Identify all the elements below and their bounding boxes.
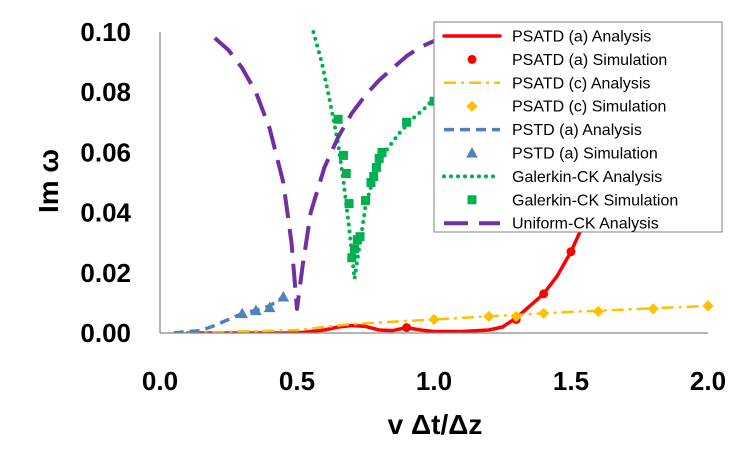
legend-swatch-psatd-a-simulation (467, 54, 477, 64)
data-point-psatd-c-simulation (510, 310, 522, 323)
legend-label-psatd-c-simulation: PSATD (c) Simulation (512, 99, 666, 116)
x-tick-label: 0.0 (142, 366, 178, 396)
x-tick-label: 0.5 (279, 366, 315, 396)
series-line-uniform-ck-analysis (213, 36, 435, 311)
axes-layer (159, 32, 708, 334)
x-axis-title: v Δt/Δz (388, 409, 483, 440)
data-point-pstd-a-simulation (250, 304, 262, 316)
legend-label-galerkin-ck-analysis: Galerkin-CK Analysis (512, 169, 662, 186)
data-point-pstd-a-simulation (236, 307, 249, 319)
legend-label-psatd-a-simulation: PSATD (a) Simulation (512, 52, 667, 69)
data-point-pstd-a-simulation (277, 291, 290, 302)
series-line-psatd-c-analysis (187, 304, 709, 333)
series-uniform-ck-analysis (213, 36, 435, 311)
y-tick-label: 0.08 (80, 77, 131, 107)
legend-swatch-pstd-a-simulation (466, 147, 478, 158)
y-tick-label: 0.02 (80, 258, 131, 288)
y-tick-label: 0.06 (80, 137, 131, 167)
legend-entry-psatd-c-simulation: PSATD (c) Simulation (466, 99, 666, 116)
data-point-galerkin-ck-simulation (350, 244, 360, 254)
y-tick-label: 0.00 (80, 318, 131, 348)
data-point-galerkin-ck-simulation (402, 117, 412, 127)
legend-label-psatd-a-analysis: PSATD (a) Analysis (512, 29, 651, 46)
series-psatd-c-analysis (187, 304, 709, 333)
data-point-psatd-a-simulation (402, 323, 412, 333)
data-point-psatd-c-simulation (537, 307, 550, 320)
data-point-galerkin-ck-simulation (377, 147, 387, 157)
y-tick-label: 0.10 (80, 17, 131, 47)
data-point-psatd-c-simulation (647, 303, 659, 315)
data-point-psatd-a-simulation (539, 289, 549, 299)
legend-entry-psatd-c-analysis: PSATD (c) Analysis (444, 75, 650, 92)
legend-items: PSATD (a) Analysis PSATD (a) Simulation PS… (442, 29, 678, 233)
y-tick-label: 0.04 (80, 198, 131, 228)
data-point-galerkin-ck-simulation (369, 171, 379, 181)
data-point-galerkin-ck-simulation (361, 196, 370, 206)
data-point-psatd-c-simulation (702, 300, 714, 312)
legend-swatch-galerkin-ck-simulation (467, 195, 477, 205)
legend-label-pstd-a-simulation: PSTD (a) Simulation (512, 146, 658, 163)
legend-entry-galerkin-ck-simulation: Galerkin-CK Simulation (467, 192, 678, 209)
data-point-psatd-c-simulation (592, 305, 605, 317)
legend-label-pstd-a-analysis: PSTD (a) Analysis (512, 122, 642, 139)
series-line-pstd-a-analysis (173, 295, 285, 333)
data-point-galerkin-ck-simulation (374, 153, 384, 163)
data-point-galerkin-ck-simulation (366, 178, 376, 187)
data-point-pstd-a-simulation (263, 301, 276, 313)
series-pstd-a-simulation (236, 291, 290, 319)
series-pstd-a-analysis (173, 295, 285, 333)
y-axis-title: Im ω (33, 149, 64, 213)
legend-entry-psatd-a-analysis: PSATD (a) Analysis (442, 29, 651, 46)
legend-box (433, 21, 723, 233)
data-point-psatd-c-simulation (483, 310, 495, 323)
legend-label-uniform-ck-analysis: Uniform-CK Analysis (512, 216, 659, 233)
legend-entry-pstd-a-simulation: PSTD (a) Simulation (466, 146, 658, 163)
series-psatd-c-simulation (428, 300, 714, 326)
legend-swatch-psatd-c-simulation (466, 100, 478, 112)
data-point-galerkin-ck-simulation (355, 232, 365, 242)
x-tick-label: 1.5 (553, 366, 589, 396)
data-point-galerkin-ck-simulation (339, 150, 349, 160)
data-point-psatd-c-simulation (428, 313, 440, 326)
legend-entry-pstd-a-analysis: PSTD (a) Analysis (444, 122, 642, 139)
legend-entry-psatd-a-simulation: PSATD (a) Simulation (467, 52, 667, 69)
data-point-psatd-a-simulation (566, 247, 576, 257)
data-point-galerkin-ck-simulation (333, 114, 343, 124)
legend-label-galerkin-ck-simulation: Galerkin-CK Simulation (512, 192, 678, 209)
legend: PSATD (a) Analysis PSATD (a) Simulation PS… (433, 21, 723, 233)
legend-label-psatd-c-analysis: PSATD (c) Analysis (512, 75, 650, 92)
legend-entry-uniform-ck-analysis: Uniform-CK Analysis (444, 216, 659, 233)
legend-entry-galerkin-ck-analysis: Galerkin-CK Analysis (442, 169, 662, 186)
ticks-layer: 0.0 0.5 1.0 1.5 2.0 0.00 0.02 0.04 0.06 0.08 0.10 (80, 17, 726, 396)
data-point-galerkin-ck-simulation (371, 162, 381, 172)
x-tick-label: 2.0 (690, 366, 726, 396)
x-tick-label: 1.0 (416, 366, 452, 396)
data-point-galerkin-ck-simulation (347, 253, 357, 263)
data-point-galerkin-ck-simulation (344, 199, 354, 209)
data-point-galerkin-ck-simulation (341, 168, 351, 178)
